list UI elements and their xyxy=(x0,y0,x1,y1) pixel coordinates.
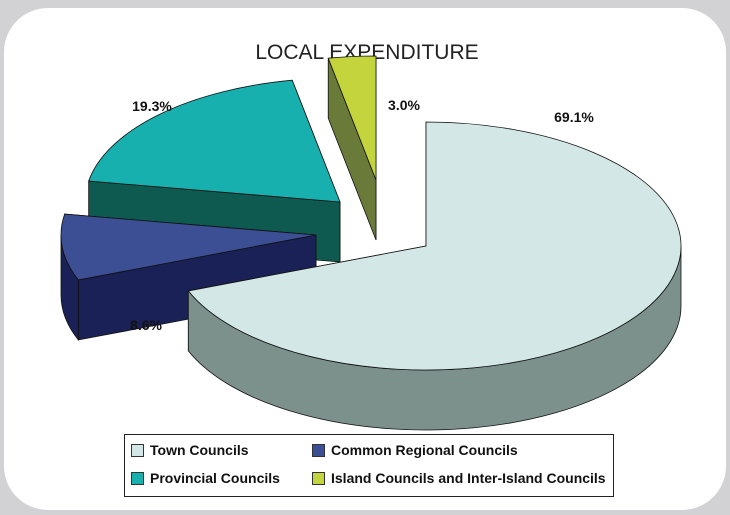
legend-label-island-councils: Island Councils and Inter-Island Council… xyxy=(331,470,606,486)
legend-swatch-common-regional-councils xyxy=(312,443,325,457)
data-label-town-councils: 69.1% xyxy=(554,109,594,125)
legend-item-common-regional-councils: Common Regional Councils xyxy=(312,442,518,458)
legend-swatch-provincial-councils xyxy=(131,471,144,485)
legend-swatch-town-councils xyxy=(131,443,144,457)
chart-title: LOCAL EXPENDITURE xyxy=(255,41,478,64)
data-label-island-councils: 3.0% xyxy=(388,97,420,113)
legend-swatch-island-councils xyxy=(312,471,325,485)
legend: Town Councils Common Regional Councils P… xyxy=(124,434,614,497)
legend-label-common-regional-councils: Common Regional Councils xyxy=(331,442,518,458)
slice-island-councils xyxy=(327,55,377,181)
slice-common-regional-councils xyxy=(60,213,317,281)
slice-town-councils xyxy=(187,121,682,371)
legend-item-town-councils: Town Councils xyxy=(131,442,249,458)
chart-card: LOCAL EXPENDITURE 69.1% 8.6% 19.3% 3.0% Tow… xyxy=(4,8,726,510)
data-label-common-regional-councils: 8.6% xyxy=(130,317,162,333)
data-labels: 69.1% 8.6% 19.3% 3.0% xyxy=(130,97,594,333)
legend-item-provincial-councils: Provincial Councils xyxy=(131,470,280,486)
legend-label-town-councils: Town Councils xyxy=(150,442,249,458)
pie-chart: LOCAL EXPENDITURE 69.1% 8.6% 19.3% 3.0% xyxy=(60,41,682,431)
slice-provincial-councils xyxy=(88,79,341,203)
pie-group xyxy=(60,55,682,431)
legend-item-island-councils: Island Councils and Inter-Island Council… xyxy=(312,470,606,486)
data-label-provincial-councils: 19.3% xyxy=(132,98,172,114)
legend-label-provincial-councils: Provincial Councils xyxy=(150,470,280,486)
